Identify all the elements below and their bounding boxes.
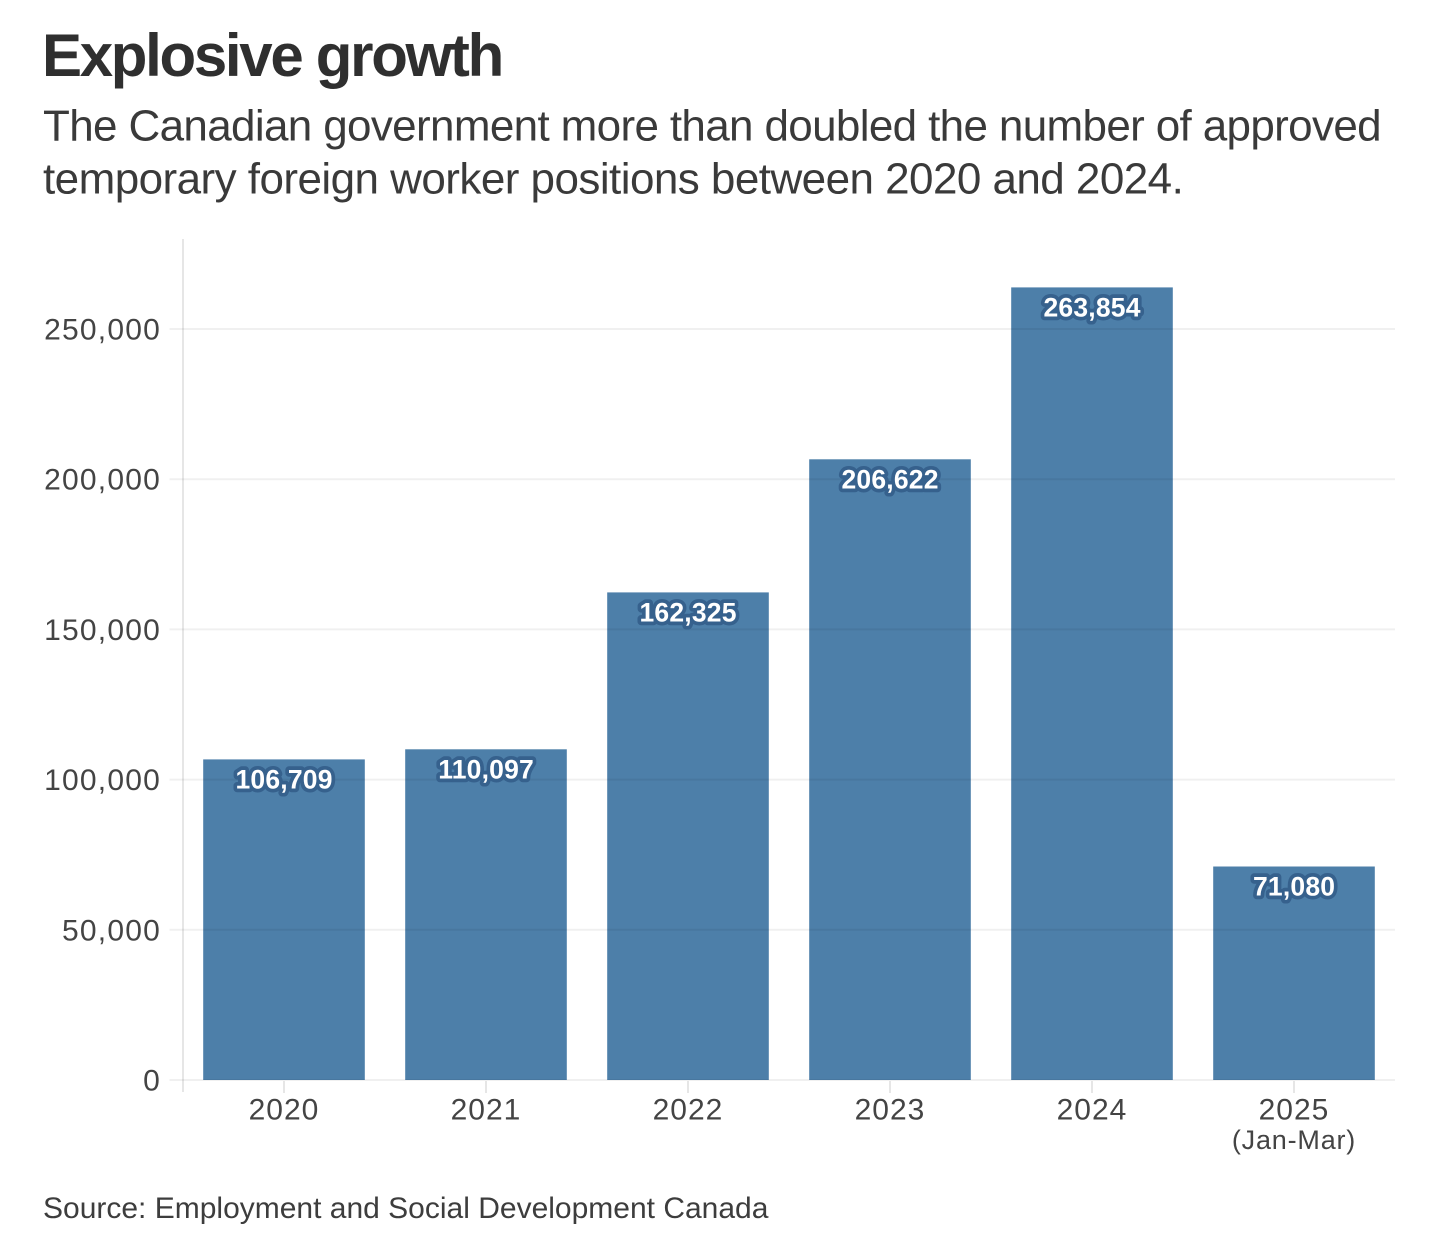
svg-text:2024: 2024: [1057, 1094, 1128, 1127]
svg-text:106,709: 106,709: [235, 765, 332, 795]
svg-text:110,097: 110,097: [438, 755, 534, 785]
svg-text:2025: 2025: [1259, 1094, 1330, 1127]
svg-text:150,000: 150,000: [44, 614, 161, 647]
svg-text:2023: 2023: [855, 1094, 926, 1127]
svg-text:250,000: 250,000: [44, 314, 161, 347]
svg-text:2020: 2020: [249, 1094, 320, 1127]
svg-text:263,854: 263,854: [1043, 293, 1140, 323]
svg-text:206,622: 206,622: [841, 465, 938, 495]
svg-text:50,000: 50,000: [62, 914, 161, 947]
svg-text:Explosive growth: Explosive growth: [42, 22, 502, 89]
svg-text:200,000: 200,000: [44, 464, 161, 497]
svg-text:162,325: 162,325: [639, 598, 736, 628]
svg-text:2022: 2022: [653, 1094, 724, 1127]
svg-text:71,080: 71,080: [1253, 872, 1335, 902]
svg-text:0: 0: [143, 1065, 161, 1098]
svg-text:Source: Employment and Social: Source: Employment and Social Developmen…: [43, 1192, 769, 1225]
svg-text:temporary foreign worker posit: temporary foreign worker positions betwe…: [43, 155, 1183, 204]
svg-text:100,000: 100,000: [44, 764, 161, 797]
svg-text:(Jan-Mar): (Jan-Mar): [1232, 1125, 1356, 1155]
svg-text:The Canadian government more t: The Canadian government more than double…: [43, 102, 1381, 151]
svg-text:2021: 2021: [451, 1094, 522, 1127]
